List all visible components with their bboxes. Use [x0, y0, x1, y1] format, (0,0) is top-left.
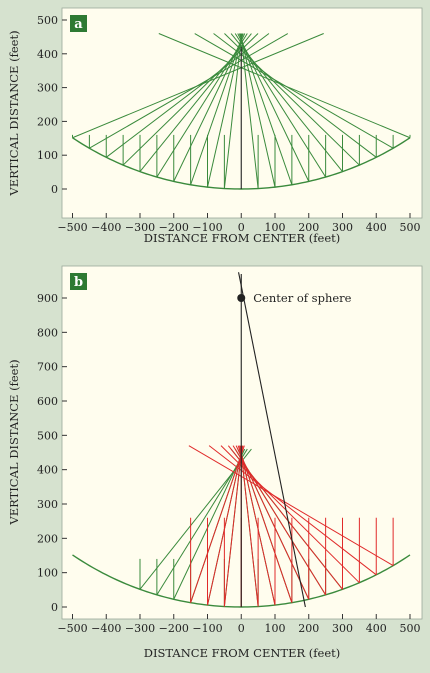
- x-tick-label: 500: [400, 221, 421, 234]
- reflected-ray: [227, 445, 343, 590]
- panel-b-xlabel: DISTANCE FROM CENTER (feet): [144, 646, 341, 660]
- reflected-ray: [190, 33, 244, 185]
- y-tick-label: 100: [37, 567, 58, 580]
- y-tick-label: 600: [37, 395, 58, 408]
- y-tick-label: 300: [37, 498, 58, 511]
- reflected-ray: [190, 445, 245, 603]
- x-tick-label: 400: [366, 221, 387, 234]
- reflected-ray: [194, 33, 394, 149]
- panel-a: 0 100 200 300 400 500 −500 −400 −300 −200 −100 0 100…: [37, 14, 421, 234]
- x-tick-label: −400: [91, 622, 121, 635]
- x-tick-label: −100: [192, 221, 222, 234]
- x-tick-label: 100: [265, 622, 286, 635]
- panel-a-ylabel: VERTICAL DISTANCE (feet): [7, 30, 21, 196]
- x-tick-label: 0: [238, 221, 245, 234]
- x-tick-label: −300: [125, 221, 155, 234]
- reflected-ray: [220, 445, 360, 584]
- x-tick-label: −400: [91, 221, 121, 234]
- x-tick-label: −200: [159, 622, 189, 635]
- reflected-ray: [240, 33, 259, 189]
- x-tick-label: −500: [57, 622, 87, 635]
- reflected-ray: [239, 445, 276, 606]
- center-of-sphere-dot: [237, 294, 246, 302]
- y-tick-label: 700: [37, 361, 58, 374]
- x-tick-label: 0: [238, 622, 245, 635]
- axis-line: [238, 272, 306, 608]
- x-tick-label: 500: [400, 622, 421, 635]
- x-tick-label: −500: [57, 221, 87, 234]
- y-tick-label: 400: [37, 464, 58, 477]
- panel-b-label: b: [74, 275, 83, 290]
- y-tick-label: 400: [37, 48, 58, 61]
- reflected-ray: [156, 33, 248, 178]
- x-tick-label: 200: [298, 221, 319, 234]
- reflected-ray: [213, 33, 377, 158]
- panel-badge: [70, 15, 87, 32]
- reflected-ray: [223, 445, 243, 607]
- x-tick-label: 300: [332, 221, 353, 234]
- x-tick-label: −300: [125, 622, 155, 635]
- reflected-ray: [207, 33, 243, 188]
- y-tick-label: 500: [37, 429, 58, 442]
- panel-b-background: [61, 265, 423, 620]
- reflected-ray: [207, 445, 244, 606]
- reflected-ray: [239, 33, 276, 188]
- panel-b-ylabel: VERTICAL DISTANCE (feet): [7, 359, 21, 525]
- reflected-ray: [105, 33, 270, 158]
- reflected-ray: [173, 33, 246, 182]
- x-tick-label: −200: [159, 221, 189, 234]
- y-tick-label: 200: [37, 115, 58, 128]
- y-tick-label: 200: [37, 532, 58, 545]
- panel-a-xlabel: DISTANCE FROM CENTER (feet): [144, 231, 341, 245]
- x-tick-label: 400: [366, 622, 387, 635]
- y-tick-label: 800: [37, 326, 58, 339]
- reflected-ray: [188, 445, 394, 567]
- y-tick-label: 900: [37, 292, 58, 305]
- reflected-ray: [238, 33, 293, 185]
- reflected-ray: [208, 445, 377, 576]
- x-tick-label: 100: [265, 221, 286, 234]
- panel-b: 0 100 200 300 400 500 600 700 800 900 −500 −400 −300…: [37, 272, 421, 635]
- y-tick-label: 0: [51, 183, 58, 196]
- reflected-ray: [224, 33, 360, 166]
- reflected-ray: [89, 33, 289, 149]
- x-tick-label: 300: [332, 622, 353, 635]
- y-tick-label: 100: [37, 149, 58, 162]
- y-tick-label: 300: [37, 82, 58, 95]
- x-tick-label: 200: [298, 622, 319, 635]
- panel-badge: [70, 273, 87, 290]
- y-tick-label: 500: [37, 14, 58, 27]
- panel-a-label: a: [74, 17, 83, 32]
- center-of-sphere-label: Center of sphere: [253, 291, 351, 305]
- reflected-ray: [158, 33, 411, 139]
- x-tick-label: −100: [192, 622, 222, 635]
- reflected-ray: [230, 33, 343, 172]
- y-tick-label: 0: [51, 601, 58, 614]
- reflected-ray: [173, 448, 246, 600]
- reflected-ray: [156, 448, 248, 596]
